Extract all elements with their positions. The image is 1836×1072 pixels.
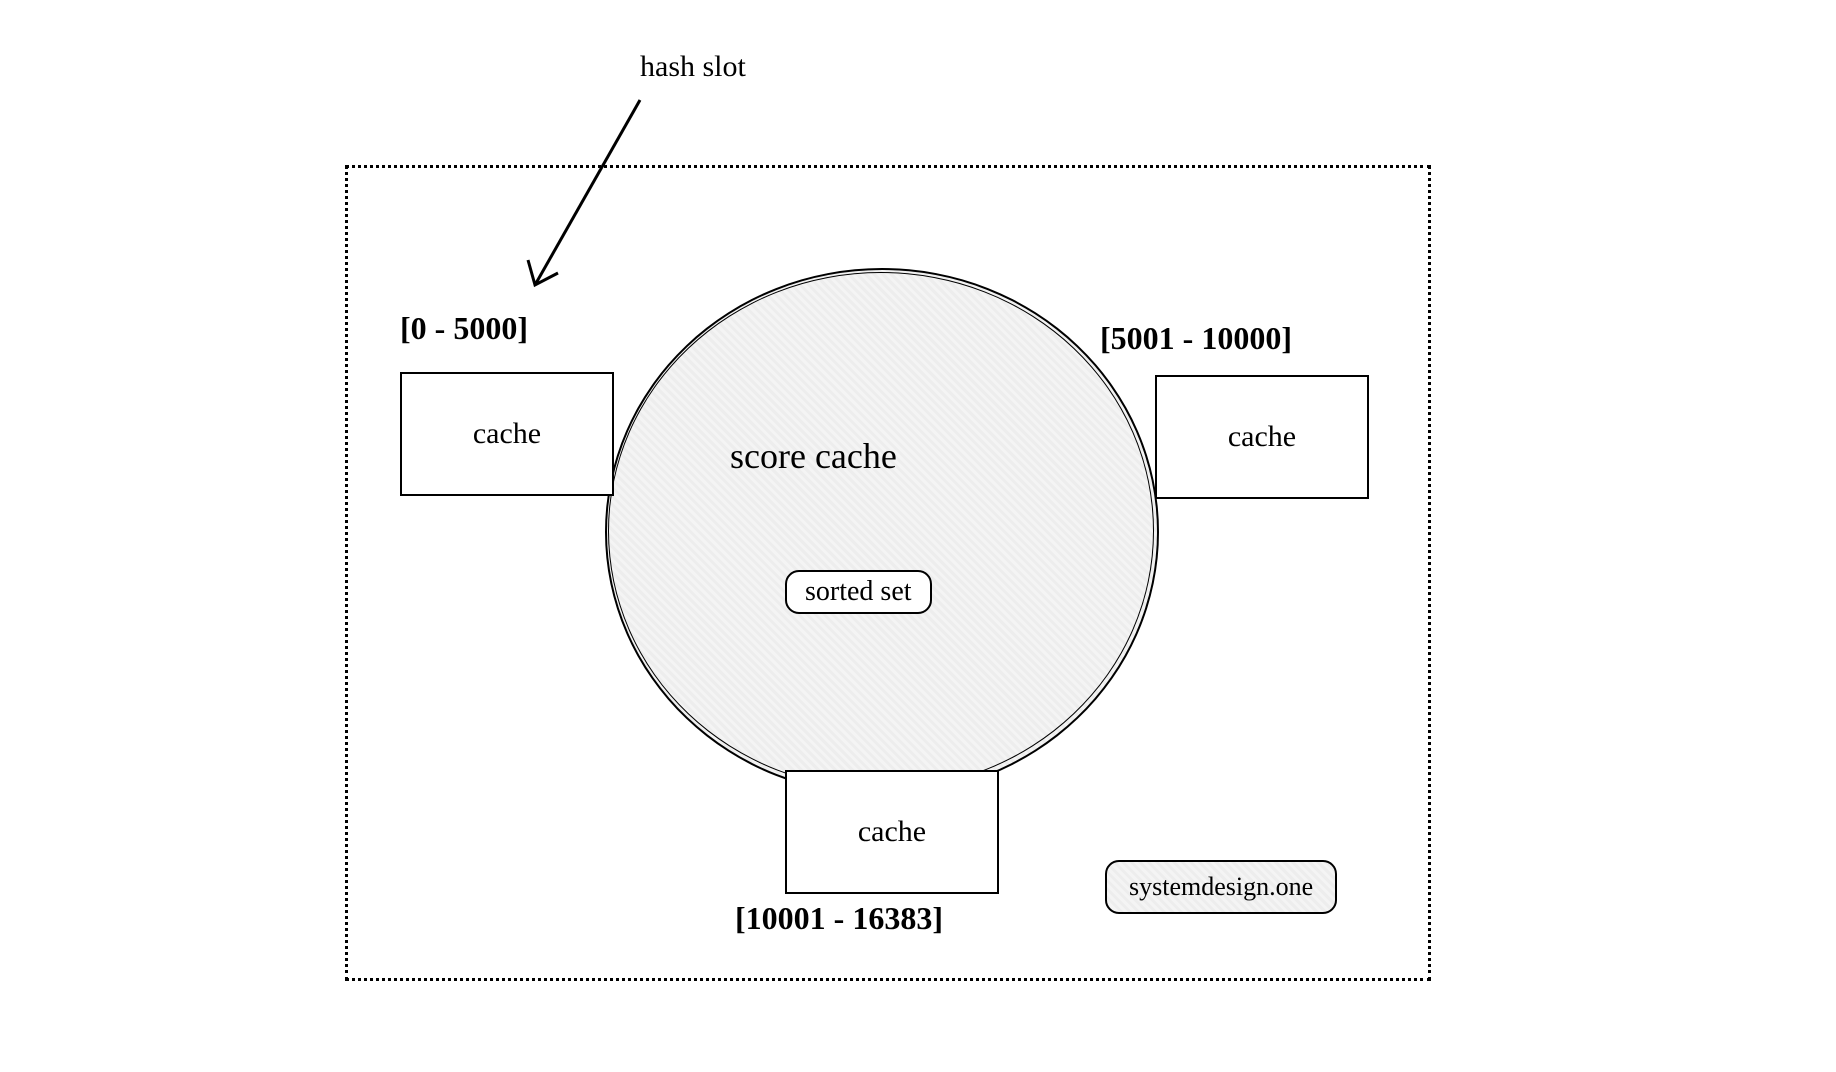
score-cache-circle: [605, 268, 1159, 796]
cache-label-2: cache: [858, 815, 926, 849]
watermark-text: systemdesign.one: [1129, 872, 1313, 902]
cache-label-1: cache: [1228, 420, 1296, 454]
cache-box-1: cache: [1155, 375, 1369, 499]
range-label-1: [5001 - 10000]: [1100, 320, 1292, 357]
cache-box-0: cache: [400, 372, 614, 496]
watermark: systemdesign.one: [1105, 860, 1337, 914]
cache-box-2: cache: [785, 770, 999, 894]
diagram-canvas: hash slot score cache sorted set [0 - 50…: [0, 0, 1836, 1072]
sorted-set-label: sorted set: [805, 576, 912, 608]
sorted-set-pill: sorted set: [785, 570, 932, 614]
cache-label-0: cache: [473, 417, 541, 451]
score-cache-title: score cache: [730, 435, 897, 477]
range-label-0: [0 - 5000]: [400, 310, 528, 347]
range-label-2: [10001 - 16383]: [735, 900, 943, 937]
